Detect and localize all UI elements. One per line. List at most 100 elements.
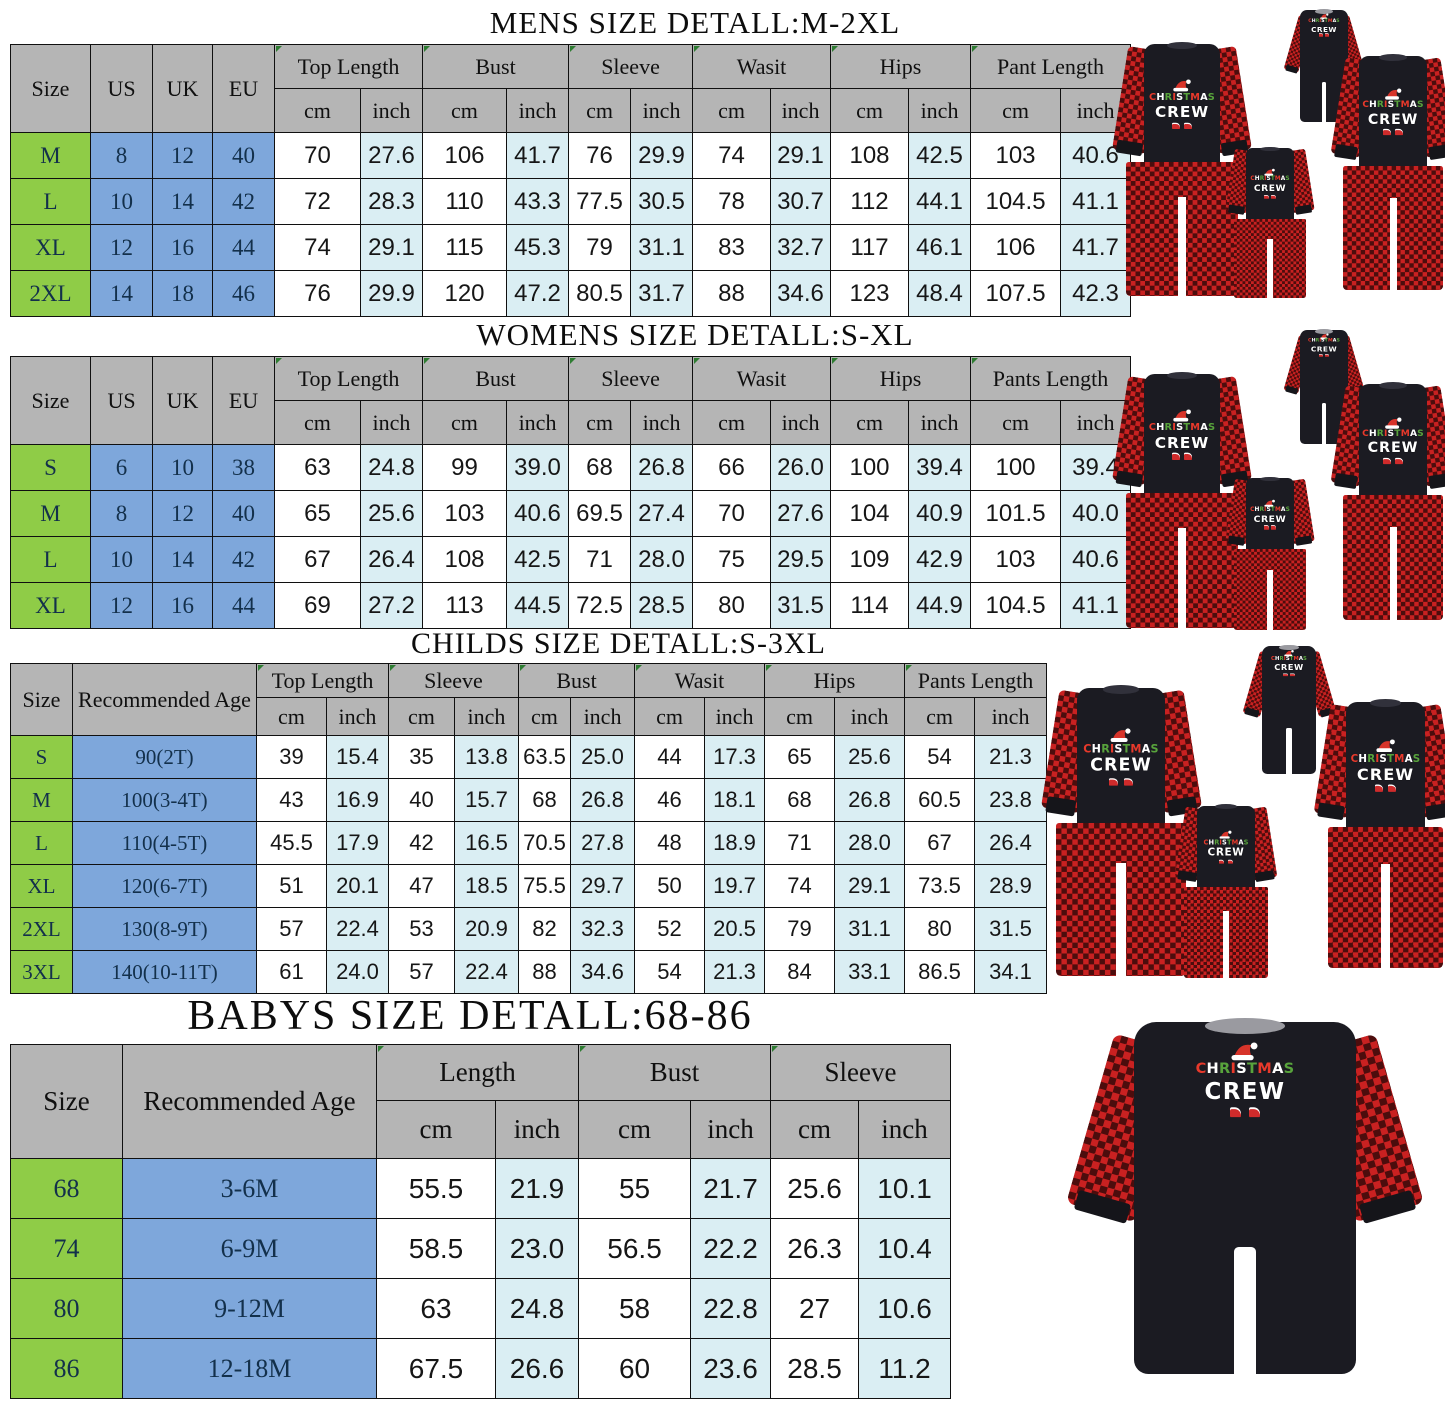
- graphic-letter: I: [1383, 428, 1388, 439]
- meta-cell: 38: [212, 444, 275, 491]
- unit-header: cm: [256, 697, 327, 736]
- meta-cell: 3-6M: [122, 1158, 377, 1219]
- graphic-letter: M: [1327, 18, 1333, 24]
- pajama-figure: CHRISTMAS CREW: [1112, 41, 1252, 297]
- graphic-letter: S: [1412, 752, 1421, 765]
- value-cell: 26.6: [494, 1338, 580, 1399]
- size-cell: 86: [10, 1338, 123, 1399]
- column-header: Recommended Age: [122, 1044, 377, 1159]
- graphic-letter: S: [1266, 176, 1271, 183]
- unit-header: inch: [505, 88, 570, 133]
- value-cell: 29.1: [770, 132, 832, 179]
- value-cell: 28.0: [834, 821, 906, 865]
- value-cell: 46.1: [908, 224, 972, 271]
- value-cell: 71: [764, 821, 836, 865]
- value-cell: 42.9: [908, 536, 972, 583]
- table-row: XL 12 16 44 74 29.1 115 45.3 79 31.1 83 32.7 117 46.1…: [10, 224, 1132, 271]
- graphic-letter: T: [1386, 752, 1395, 765]
- value-cell: 26.4: [974, 821, 1048, 865]
- column-group-header: Top Length: [256, 663, 389, 698]
- value-cell: 60.5: [904, 778, 976, 822]
- meta-cell: 12: [90, 224, 153, 271]
- graphic-letter: A: [1409, 100, 1417, 111]
- graphic-letter: M: [1400, 100, 1410, 111]
- value-cell: 28.9: [974, 864, 1048, 908]
- value-cell: 115: [422, 224, 507, 271]
- graphic-letter: C: [1203, 838, 1209, 847]
- size-cell: L: [10, 821, 73, 865]
- graphic-letter: R: [1219, 1060, 1231, 1078]
- unit-header: cm: [970, 88, 1062, 133]
- unit-header: cm: [830, 88, 910, 133]
- size-cell: XL: [10, 864, 73, 908]
- graphic-letter: A: [1332, 18, 1337, 24]
- table-row: 2XL 14 18 46 76 29.9 120 47.2 80.5 31.7 88 34.6 123 4…: [10, 270, 1132, 317]
- value-cell: 41.7: [1060, 224, 1132, 271]
- value-cell: 54: [904, 735, 976, 779]
- meta-cell: 90(2T): [72, 735, 257, 779]
- graphic-letter: M: [1274, 506, 1281, 513]
- value-cell: 13.8: [454, 735, 519, 779]
- value-cell: 27.6: [770, 490, 832, 537]
- plaid-pants: [1126, 493, 1238, 629]
- christmas-crew-graphic: CHRISTMAS CREW: [1308, 332, 1340, 439]
- graphic-letter: M: [1257, 1060, 1273, 1078]
- pajama-figure: CHRISTMAS CREW: [1225, 476, 1315, 631]
- value-cell: 26.0: [770, 444, 832, 491]
- column-group-header: Top Length: [274, 356, 423, 401]
- value-cell: 71: [568, 536, 632, 583]
- value-cell: 10.1: [858, 1158, 952, 1219]
- value-cell: 31.5: [770, 582, 832, 629]
- boots-icon: [1171, 123, 1193, 130]
- value-cell: 35: [388, 735, 455, 779]
- unit-header: inch: [1060, 400, 1132, 445]
- boots-icon: [1283, 673, 1295, 677]
- size-cell: 80: [10, 1278, 123, 1339]
- unit-header: inch: [630, 400, 694, 445]
- unit-header: inch: [360, 88, 423, 133]
- value-cell: 88: [518, 950, 571, 994]
- graphic-letter: S: [1266, 506, 1271, 513]
- value-cell: 26.8: [834, 778, 906, 822]
- value-cell: 88: [692, 270, 772, 317]
- graphic-letter: I: [1319, 18, 1322, 24]
- value-cell: 104: [830, 490, 910, 537]
- graphic-letter: M: [1231, 838, 1239, 847]
- value-cell: 123: [830, 270, 910, 317]
- value-cell: 42.3: [1060, 270, 1132, 317]
- graphic-letter: A: [1141, 742, 1151, 756]
- value-cell: 15.4: [326, 735, 389, 779]
- graphic-letter: S: [1379, 752, 1387, 765]
- graphic-letter: C: [1350, 752, 1359, 765]
- value-cell: 16.9: [326, 778, 389, 822]
- meta-cell: 44: [212, 582, 275, 629]
- value-cell: 10.4: [858, 1218, 952, 1279]
- plaid-pants: [1343, 165, 1443, 292]
- meta-cell: 10: [90, 536, 153, 583]
- value-cell: 65: [274, 490, 361, 537]
- christmas-crew-graphic: CHRISTMAS CREW: [1351, 738, 1421, 792]
- unit-header: inch: [908, 88, 972, 133]
- graphic-letter: T: [1183, 91, 1191, 103]
- pajama-figure: CHRISTMAS CREW: [1112, 371, 1252, 629]
- value-cell: 23.6: [690, 1338, 772, 1399]
- graphic-letter: I: [1375, 752, 1380, 765]
- boots-icon: [1383, 458, 1403, 464]
- boots-icon: [1229, 1108, 1261, 1117]
- value-cell: 27.4: [630, 490, 694, 537]
- column-group-header: Hips: [830, 44, 972, 89]
- santa-hat-icon: [1231, 1042, 1258, 1061]
- graphic-line1: CHRISTMAS: [1351, 753, 1421, 763]
- mens-size-section: MENS SIZE DETALL:M-2XL Size US UK EU Top Len…: [10, 4, 1132, 317]
- column-group-header: Sleeve: [770, 1044, 952, 1101]
- pajama-figure: CHRISTMAS CREW: [1225, 146, 1315, 299]
- value-cell: 77.5: [568, 178, 632, 225]
- pajama-top: CHRISTMAS CREW: [1245, 476, 1295, 553]
- christmas-crew-graphic: CHRISTMAS CREW: [1250, 168, 1290, 199]
- unit-header: cm: [904, 697, 976, 736]
- christmas-crew-graphic: CHRISTMAS CREW: [1149, 78, 1215, 130]
- meta-cell: 14: [152, 178, 213, 225]
- graphic-letter: I: [1109, 742, 1115, 756]
- graphic-letter: S: [1150, 742, 1159, 756]
- value-cell: 78: [692, 178, 772, 225]
